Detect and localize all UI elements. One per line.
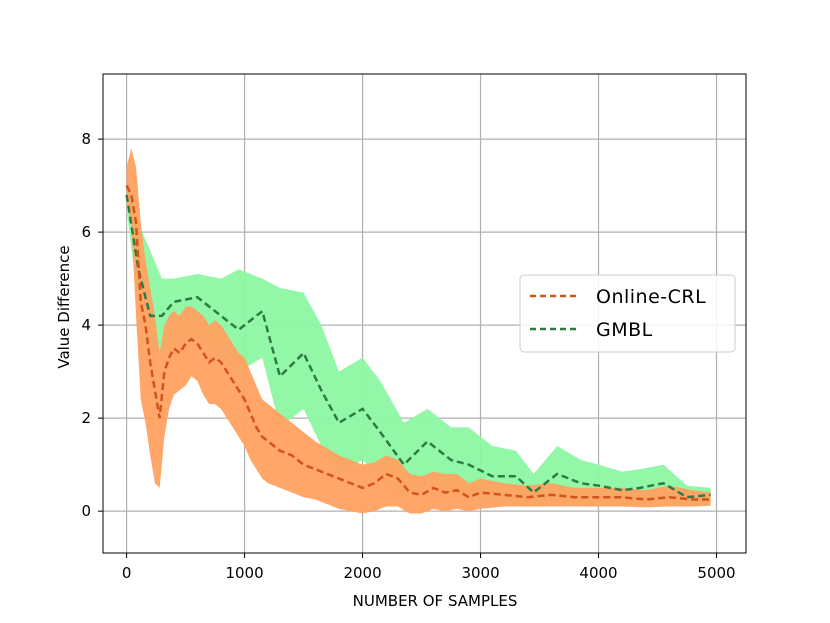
legend-box (519, 274, 736, 353)
y-axis-title: Value Difference (55, 245, 73, 368)
x-tick-label: 0 (122, 564, 132, 582)
x-tick-label: 1000 (225, 564, 263, 582)
y-tick-label: 0 (81, 502, 91, 520)
confidence-bands (126, 148, 711, 514)
legend-label-online-crl: Online-CRL (596, 286, 706, 308)
band-online-crl (126, 148, 711, 514)
x-tick-label: 2000 (343, 564, 381, 582)
band-gmbl (126, 185, 711, 507)
y-axis-ticks: 0 2 4 6 8 (81, 130, 103, 520)
x-axis-ticks: 0 1000 2000 3000 4000 5000 (122, 553, 736, 582)
y-tick-label: 6 (81, 223, 91, 241)
y-tick-label: 4 (81, 316, 91, 334)
x-tick-label: 5000 (697, 564, 735, 582)
x-tick-label: 4000 (579, 564, 617, 582)
y-tick-label: 8 (81, 130, 91, 148)
plot-frame (102, 73, 747, 554)
legend: Online-CRL GMBL (519, 274, 736, 353)
x-axis-title: NUMBER OF SAMPLES (353, 592, 518, 610)
series-lines (125, 185, 711, 501)
legend-label-gmbl: GMBL (596, 319, 653, 341)
line-online-crl (125, 185, 711, 501)
y-tick-label: 2 (81, 409, 91, 427)
x-tick-label: 3000 (461, 564, 499, 582)
